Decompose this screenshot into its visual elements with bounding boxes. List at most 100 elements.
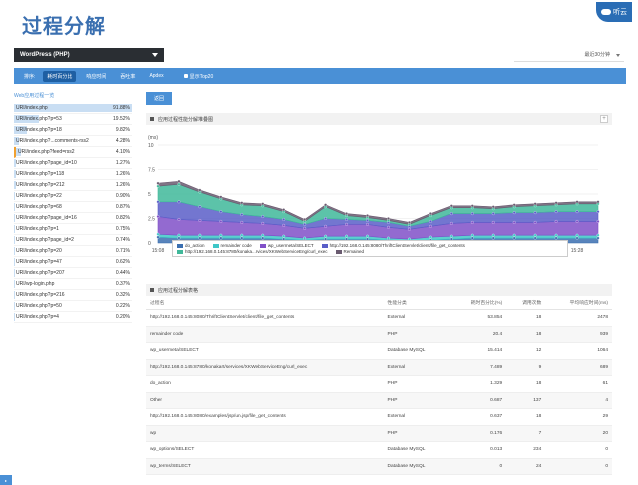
process-list-item[interactable]: URI/index.php?p=22 0.90% bbox=[14, 191, 132, 202]
table-row[interactable]: do_action PHP 1.329 18 61 bbox=[146, 375, 612, 393]
table-row[interactable]: http://192.168.0.145:8780/konakart/servi… bbox=[146, 359, 612, 376]
process-list-item[interactable]: URI/index.php?p=207 0.44% bbox=[14, 268, 132, 279]
data-point bbox=[596, 200, 600, 204]
process-percent: 0.37% bbox=[115, 281, 130, 287]
process-list-item[interactable]: URI/index.php?p=68 0.87% bbox=[14, 202, 132, 213]
legend-item[interactable]: http://192.168.0.145:8080/ThriftClientSe… bbox=[321, 243, 465, 248]
legend-label: wp_usermeta/SELECT bbox=[267, 243, 314, 248]
data-point bbox=[156, 184, 160, 188]
data-point bbox=[449, 234, 453, 238]
process-list-item[interactable]: URI/index.php 91.88% bbox=[14, 103, 132, 114]
legend-item[interactable]: wp_usermeta/SELECT bbox=[259, 243, 314, 248]
process-list-item[interactable]: URI/index.php?...comments-rss2 4.28% bbox=[14, 136, 132, 147]
table-header-cell[interactable]: 耗时百分比(%) bbox=[449, 296, 507, 310]
process-list-item[interactable]: URI/index.php?page_id=10 1.27% bbox=[14, 158, 132, 169]
data-point bbox=[198, 233, 202, 237]
process-url: URI/index.php?p=53 bbox=[16, 116, 62, 122]
logo-text: 听云 bbox=[613, 9, 627, 16]
table-header-cell[interactable]: 调用次数 bbox=[506, 296, 546, 310]
data-point bbox=[324, 203, 328, 207]
table-row[interactable]: wp_terms/SELECT Database MySQL 0 24 0 bbox=[146, 458, 612, 475]
data-point bbox=[219, 219, 223, 223]
process-list-item[interactable]: URI/index.php?p=4 0.20% bbox=[14, 312, 132, 323]
process-list-item[interactable]: URI/index.php?p=18 9.82% bbox=[14, 125, 132, 136]
expand-icon[interactable]: + bbox=[600, 115, 608, 123]
data-point bbox=[470, 204, 474, 208]
table-cell: 20.4 bbox=[449, 326, 507, 343]
legend-label: do_action bbox=[185, 243, 205, 248]
table-header-cell[interactable]: 过程名 bbox=[146, 296, 384, 310]
process-list-item[interactable]: URI/index.php?p=118 1.26% bbox=[14, 169, 132, 180]
data-point bbox=[177, 200, 181, 204]
process-percent: 1.26% bbox=[115, 182, 130, 188]
process-list-item[interactable]: URI/index.php?p=212 1.26% bbox=[14, 180, 132, 191]
process-list-item[interactable]: URI/index.php?page_id=16 0.82% bbox=[14, 213, 132, 224]
legend-swatch bbox=[177, 243, 183, 248]
sort-by-time-percent-button[interactable]: 耗时百分比 bbox=[43, 70, 77, 82]
process-list-item[interactable]: URI/index.php?p=53 19.52% bbox=[14, 114, 132, 125]
top20-checkbox[interactable]: 显示Top20 bbox=[183, 73, 213, 80]
table-cell: 20 bbox=[545, 425, 612, 442]
sort-by-apdex-button[interactable]: Apdex bbox=[149, 73, 164, 79]
back-button[interactable]: 返回 bbox=[146, 92, 173, 105]
time-range-select[interactable]: 最近30分钟 bbox=[514, 48, 624, 62]
data-point bbox=[575, 233, 579, 237]
data-point bbox=[387, 217, 390, 220]
data-point bbox=[554, 236, 558, 240]
data-point bbox=[366, 219, 369, 222]
table-section-header: 应用过程分解表格 bbox=[146, 284, 612, 296]
app-select[interactable]: WordPress (PHP) bbox=[14, 48, 164, 62]
percent-bar bbox=[14, 104, 132, 112]
table-row[interactable]: http://192.168.0.145:8080/ThriftClientSe… bbox=[146, 309, 612, 327]
process-list-item[interactable]: URI/index.php?p=50 0.22% bbox=[14, 301, 132, 312]
data-point bbox=[156, 235, 160, 239]
legend-item[interactable]: do_action bbox=[177, 243, 205, 248]
process-list-item[interactable]: URI/index.php?page_id=2 0.74% bbox=[14, 235, 132, 246]
table-row[interactable]: http://192.168.0.145:8080/examples/jsp/u… bbox=[146, 408, 612, 426]
data-point bbox=[345, 212, 349, 216]
data-point bbox=[512, 203, 516, 207]
table-row[interactable]: wp_options/SELECT Database MySQL 0.013 234 0 bbox=[146, 441, 612, 459]
process-list-item[interactable]: URI/index.php?p=1 0.75% bbox=[14, 224, 132, 235]
data-point bbox=[282, 234, 286, 238]
process-list-item[interactable]: URI/index.php?p=47 0.62% bbox=[14, 257, 132, 268]
data-point bbox=[177, 233, 181, 237]
data-point bbox=[240, 220, 244, 224]
table-row[interactable]: Other PHP 0.687 137 4 bbox=[146, 392, 612, 409]
percent-bar bbox=[14, 258, 15, 266]
data-point bbox=[575, 200, 579, 204]
table-row[interactable]: remainder code PHP 20.4 18 939 bbox=[146, 326, 612, 343]
corner-badge[interactable]: ▸ bbox=[0, 475, 12, 485]
sort-by-response-time-button[interactable]: 响应时间 bbox=[86, 73, 107, 80]
table-header-cell[interactable]: 平均响应时间(ms) bbox=[545, 296, 612, 310]
data-point bbox=[449, 221, 453, 225]
table-cell: 0.013 bbox=[449, 441, 507, 459]
table-row[interactable]: wp_usermeta/SELECT Database MySQL 15.414 12… bbox=[146, 342, 612, 360]
legend-item[interactable]: http://192.168.0.145:8780/konaka...rvice… bbox=[177, 249, 328, 254]
table-cell: 137 bbox=[506, 392, 546, 409]
table-cell: 1064 bbox=[545, 342, 612, 360]
data-point bbox=[533, 211, 537, 215]
legend-swatch bbox=[335, 249, 342, 254]
percent-bar bbox=[14, 181, 16, 189]
process-percent: 0.87% bbox=[115, 204, 130, 210]
sort-by-throughput-button[interactable]: 吞吐率 bbox=[120, 73, 136, 80]
legend-item[interactable]: Remained bbox=[335, 249, 364, 254]
legend-item[interactable]: remainder code bbox=[212, 243, 252, 248]
cloud-icon bbox=[601, 9, 611, 15]
process-list-panel: Web应用过程一览 URI/index.php 91.88% URI/index.p… bbox=[14, 92, 132, 323]
chevron-down-icon bbox=[616, 54, 620, 57]
process-list-item[interactable]: URI/index.php?p=216 0.32% bbox=[14, 290, 132, 301]
legend-label: http://192.168.0.145:8080/ThriftClientSe… bbox=[329, 243, 465, 248]
process-list-item[interactable]: URI/index.php?feed=rss2 4.10% bbox=[14, 147, 132, 158]
data-point bbox=[491, 205, 495, 209]
table-row[interactable]: wp PHP 0.176 7 20 bbox=[146, 425, 612, 442]
legend-swatch bbox=[259, 243, 266, 248]
table-section-title: 应用过程分解表格 bbox=[158, 287, 199, 294]
data-point bbox=[470, 236, 474, 240]
process-list-item[interactable]: URI/index.php?p=20 0.71% bbox=[14, 246, 132, 257]
data-point bbox=[177, 182, 181, 186]
table-header-cell[interactable]: 性能分类 bbox=[383, 296, 450, 310]
process-url: URI/index.php?page_id=16 bbox=[16, 215, 77, 221]
process-list-item[interactable]: URI/wp-login.php 0.37% bbox=[14, 279, 132, 290]
